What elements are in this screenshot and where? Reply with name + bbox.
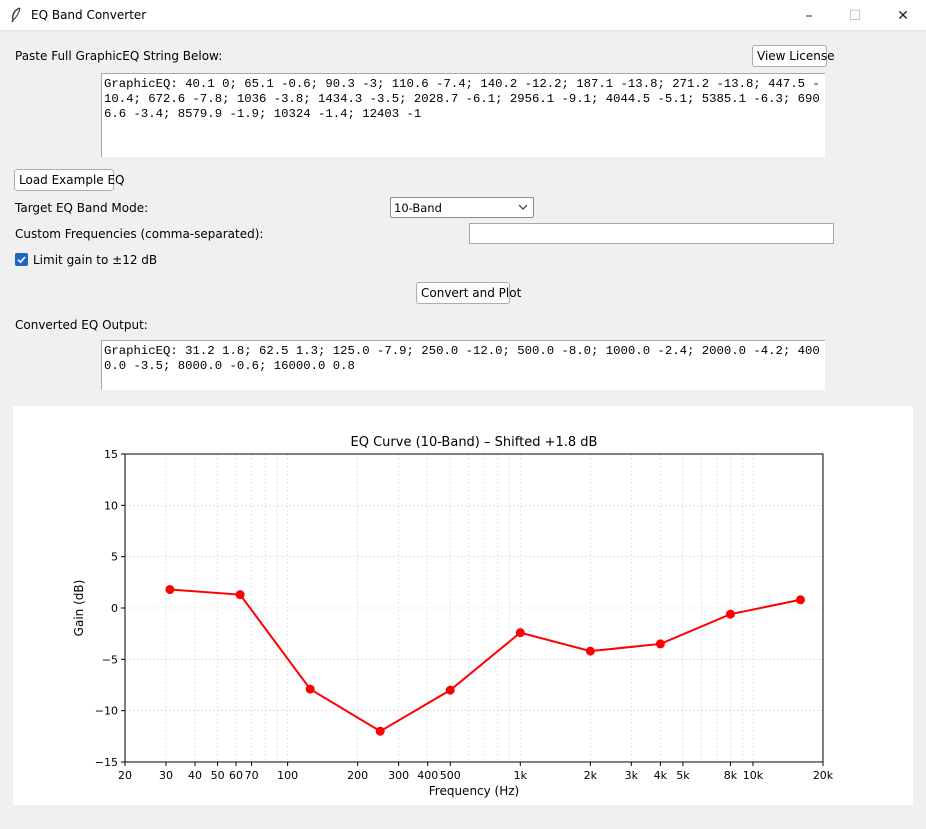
y-tick-label: −15 xyxy=(95,756,118,769)
y-tick-label: 15 xyxy=(104,448,118,461)
custom-freq-label: Custom Frequencies (comma-separated): xyxy=(15,227,264,241)
feather-icon xyxy=(11,7,21,23)
graphiceq-input-textarea[interactable]: GraphicEQ: 40.1 0; 65.1 -0.6; 90.3 -3; 1… xyxy=(101,73,825,157)
x-tick-label: 20 xyxy=(118,769,132,782)
x-tick-label: 20k xyxy=(813,769,834,782)
eq-chart-svg: 20 30 40 50 60 70 100 200 300 400 500 1k 2k 3k 4k 5k 8k 1… xyxy=(72,435,834,798)
window-title: EQ Band Converter xyxy=(31,8,147,22)
chart-title: EQ Curve (10-Band) – Shifted +1.8 dB xyxy=(351,435,598,450)
data-point xyxy=(725,609,735,619)
x-axis-label: Frequency (Hz) xyxy=(429,784,520,798)
maximize-button[interactable]: ☐ xyxy=(848,7,862,24)
band-mode-value: 10-Band xyxy=(394,201,442,215)
x-tick-label: 200 xyxy=(347,769,368,782)
output-label: Converted EQ Output: xyxy=(15,318,148,332)
x-tick-label: 5k xyxy=(676,769,690,782)
title-bar: EQ Band Converter – ☐ ✕ xyxy=(0,0,926,31)
y-tick-label: −5 xyxy=(102,653,118,666)
custom-freq-input[interactable] xyxy=(469,223,834,244)
data-point xyxy=(655,639,665,649)
x-tick-label: 8k xyxy=(724,769,738,782)
x-tick-label: 10k xyxy=(743,769,764,782)
series-line xyxy=(169,588,801,733)
x-tick-label: 100 xyxy=(277,769,298,782)
x-tick-label: 1k xyxy=(514,769,528,782)
limit-gain-label: Limit gain to ±12 dB xyxy=(33,253,158,267)
x-tick-label: 2k xyxy=(584,769,598,782)
y-axis-label: Gain (dB) xyxy=(72,580,86,637)
eq-curve-plot: 20 30 40 50 60 70 100 200 300 400 500 1k 2k 3k 4k 5k 8k 1… xyxy=(13,406,913,805)
load-example-button[interactable]: Load Example EQ xyxy=(14,169,125,191)
x-tick-label: 30 xyxy=(159,769,173,782)
view-license-button[interactable]: View License xyxy=(752,45,835,67)
x-tick-label: 4k xyxy=(654,769,668,782)
x-tick-label: 3k xyxy=(625,769,639,782)
y-tick-label: 0 xyxy=(111,602,118,615)
input-label: Paste Full GraphicEQ String Below: xyxy=(15,49,223,63)
x-tick-label: 40 xyxy=(188,769,202,782)
x-tick-label: 60 xyxy=(229,769,243,782)
y-tick-label: −10 xyxy=(95,705,118,718)
x-tick-label: 50 xyxy=(211,769,225,782)
data-point xyxy=(515,628,525,638)
convert-plot-button[interactable]: Convert and Plot xyxy=(416,282,521,304)
band-mode-label: Target EQ Band Mode: xyxy=(15,201,149,215)
limit-gain-checkbox[interactable] xyxy=(15,253,28,266)
x-tick-label: 300 xyxy=(388,769,409,782)
close-button[interactable]: ✕ xyxy=(897,7,909,24)
data-point xyxy=(165,585,175,595)
y-tick-label: 10 xyxy=(104,499,118,512)
x-tick-label: 70 xyxy=(245,769,259,782)
band-mode-select[interactable]: 10-Band xyxy=(390,197,534,218)
data-point xyxy=(305,684,315,694)
data-point xyxy=(375,726,385,736)
x-tick-label: 500 xyxy=(440,769,461,782)
minimize-button[interactable]: – xyxy=(805,7,813,24)
data-point xyxy=(445,685,455,695)
data-point xyxy=(235,590,245,600)
x-tick-label: 400 xyxy=(417,769,438,782)
y-tick-label: 5 xyxy=(111,551,118,564)
data-point xyxy=(585,646,595,656)
data-point xyxy=(795,595,805,605)
graphiceq-output-textarea[interactable]: GraphicEQ: 31.2 1.8; 62.5 1.3; 125.0 -7.… xyxy=(101,340,825,390)
chevron-down-icon xyxy=(518,204,528,210)
checkmark-icon xyxy=(17,256,26,264)
